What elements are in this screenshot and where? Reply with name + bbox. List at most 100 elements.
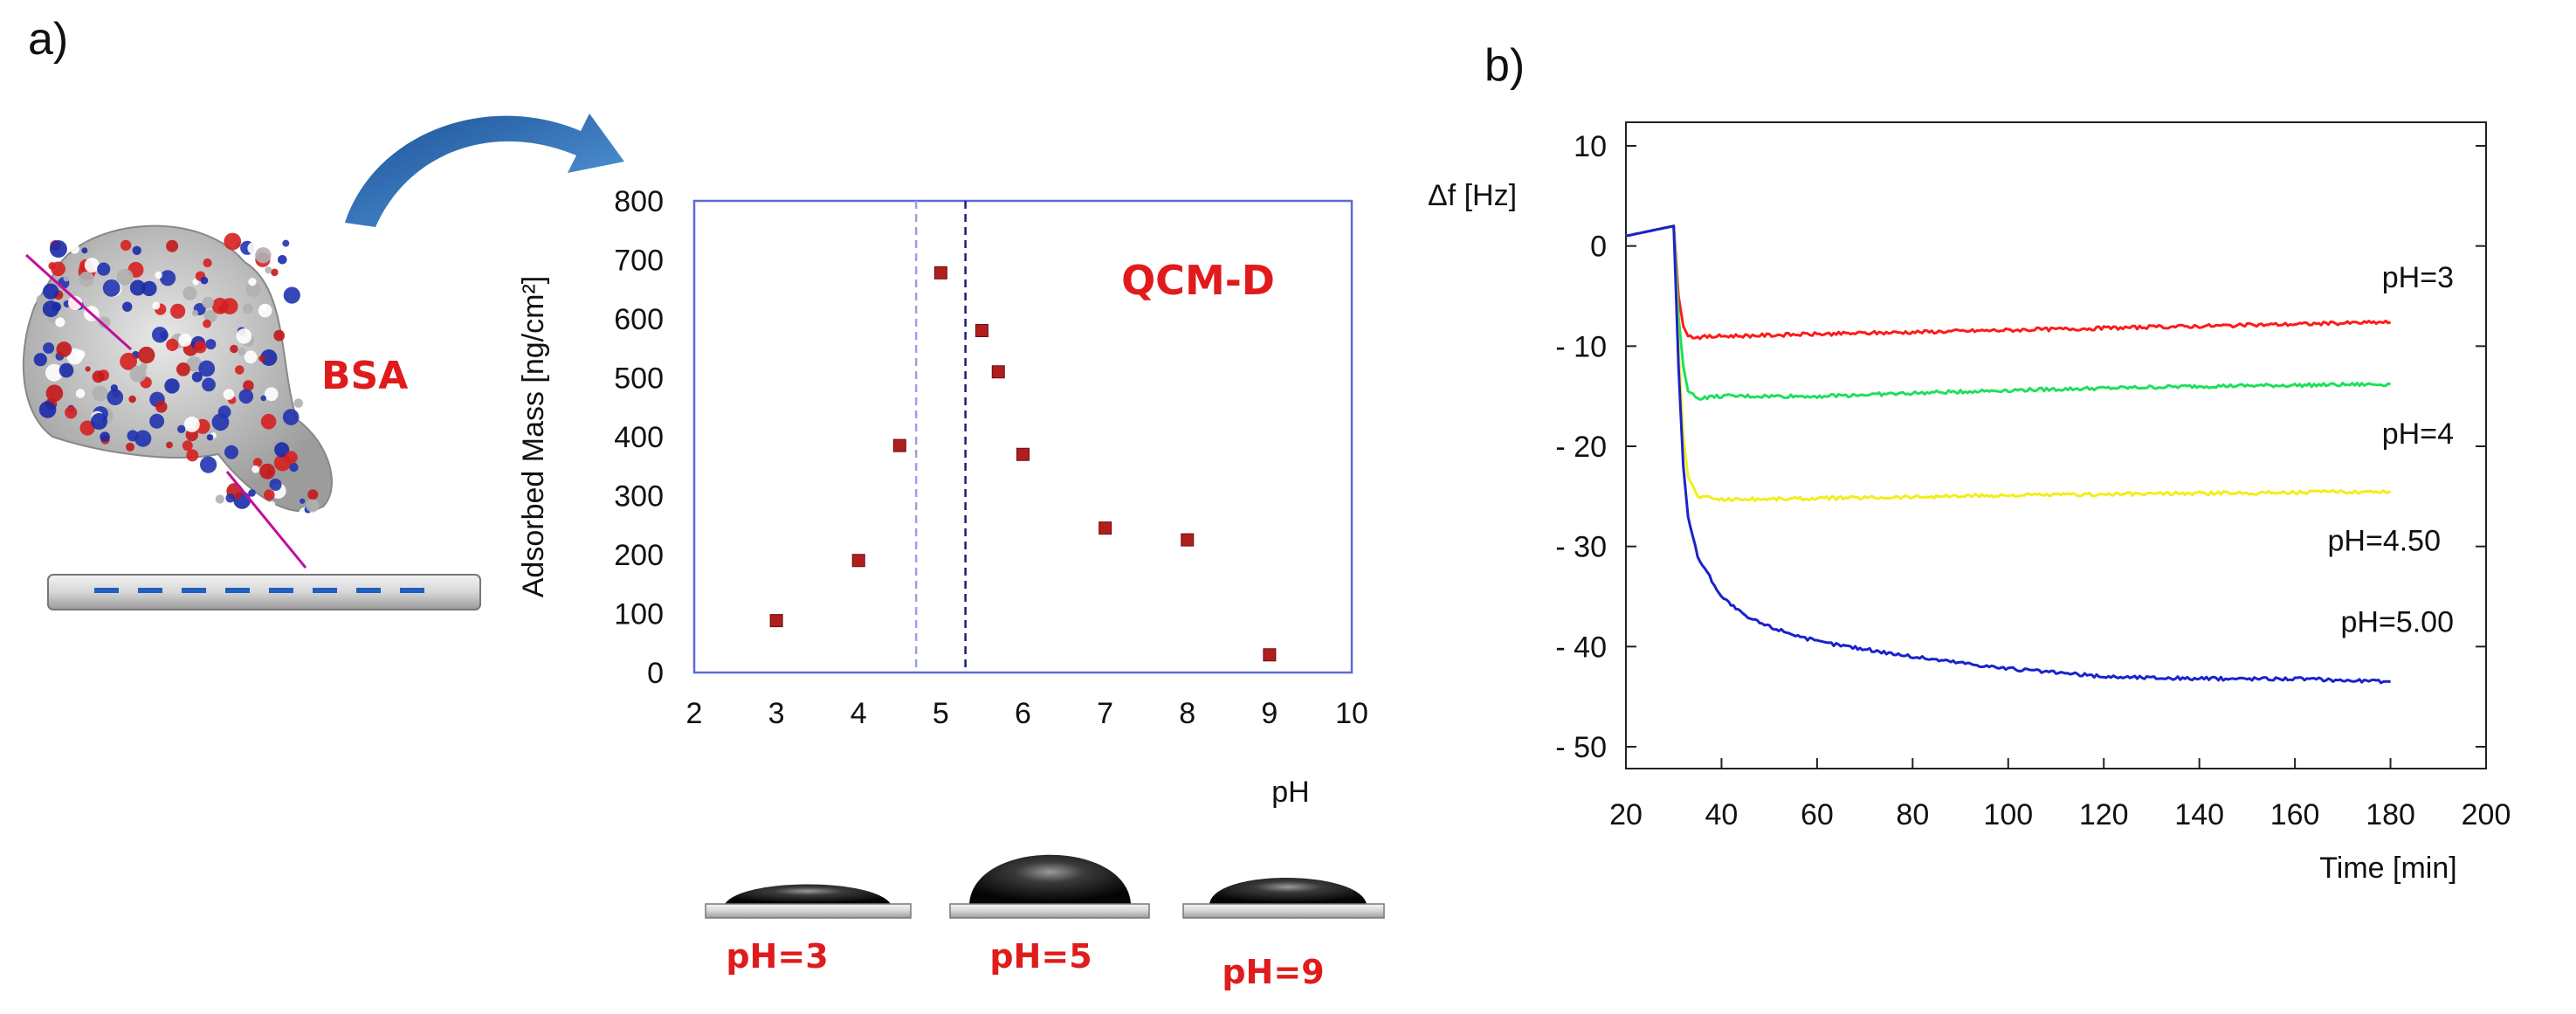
protein-surface-dot (264, 387, 279, 402)
protein-surface-dot (45, 384, 64, 403)
protein-surface-dot (200, 456, 217, 473)
protein-surface-dot (185, 428, 198, 442)
protein-surface-dot (248, 278, 257, 286)
line-series-pH5_00 (1625, 224, 2391, 685)
line-x-tick-label: 200 (2462, 798, 2511, 831)
bsa-label: BSA (321, 354, 408, 398)
protein-surface-dot (258, 303, 272, 318)
line-y-tick-label: 0 (1590, 231, 1607, 264)
scatter-y-tick-label: 600 (614, 303, 664, 336)
protein-surface-dot (84, 258, 100, 273)
scatter-title: QCM-D (1121, 257, 1275, 304)
protein-surface-dot (43, 342, 55, 354)
droplet-ph3 (705, 884, 912, 919)
protein-surface-dot (221, 298, 238, 314)
protein-surface-dot (264, 489, 275, 500)
protein-surface-dot (183, 286, 197, 300)
scatter-y-tick-label: 100 (614, 598, 664, 631)
protein-surface-dot (200, 276, 209, 285)
protein-surface-dot (51, 261, 65, 277)
line-x-tick-label: 20 (1609, 798, 1643, 831)
protein-surface-dot (225, 493, 236, 503)
protein-surface-dot (215, 494, 224, 504)
protein-surface-dot (141, 280, 157, 297)
protein-surface-dot (244, 350, 258, 364)
protein-surface-dot (186, 356, 203, 372)
protein-surface-dot (260, 395, 267, 402)
protein-surface-dot (274, 442, 290, 458)
contact-angle-label-ph5: pH=5 (989, 937, 1092, 976)
scatter-point (769, 614, 783, 628)
line-series-pH4_50 (1625, 224, 2392, 502)
scatter-plot-frame (692, 199, 1353, 674)
protein-surface-dot (268, 500, 276, 509)
scatter-point (892, 438, 906, 452)
protein-surface-dot (217, 405, 231, 419)
protein-surface-dot (236, 328, 252, 344)
protein-surface-dot (198, 360, 216, 377)
protein-surface-dot (260, 349, 278, 366)
protein-surface-dot (300, 498, 306, 504)
protein-surface-dot (306, 499, 320, 513)
scatter-point (933, 266, 947, 279)
protein-surface-dot (116, 268, 134, 286)
protein-surface-dot (271, 268, 279, 277)
protein-surface-dot (166, 338, 179, 351)
protein-surface-dot (245, 281, 261, 297)
scatter-x-tick-label: 6 (1015, 697, 1031, 730)
substrate-plate (47, 574, 481, 610)
scatter-x-tick-label: 8 (1179, 697, 1195, 730)
line-series-label: pH=4 (2382, 417, 2454, 451)
protein-surface-dot (110, 384, 118, 392)
protein-surface-dot (238, 389, 254, 404)
protein-surface-dot (91, 413, 107, 430)
protein-surface-dot (258, 355, 265, 362)
scatter-y-tick-label: 700 (614, 245, 664, 278)
protein-surface-dot (152, 327, 169, 343)
protein-surface-dot (293, 398, 304, 408)
protein-surface-dot (235, 365, 245, 375)
protein-surface-dot (75, 389, 86, 398)
protein-surface-dot (92, 385, 108, 402)
protein-surface-dot (92, 370, 105, 383)
protein-surface-dot (259, 463, 276, 479)
line-y-tick-label: - 50 (1555, 731, 1607, 764)
protein-surface-dot (102, 279, 121, 297)
scatter-x-tick-label: 9 (1261, 697, 1278, 730)
protein-surface-dot (238, 348, 246, 356)
protein-surface-dot (70, 244, 79, 254)
scatter-point (991, 365, 1005, 379)
line-series-label: pH=4.50 (2328, 525, 2442, 558)
line-x-tick-label: 40 (1705, 798, 1739, 831)
line-y-tick-label: - 30 (1555, 531, 1607, 564)
curved-arrow-icon (345, 114, 624, 227)
protein-surface-dot (205, 339, 217, 350)
line-x-tick-label: 120 (2079, 798, 2129, 831)
protein-surface-dot (278, 255, 287, 265)
scatter-y-tick-label: 300 (614, 480, 664, 514)
protein-surface-dot (107, 389, 124, 406)
scatter-point (975, 324, 988, 337)
protein-surface-dot (224, 445, 238, 459)
protein-surface-dot (67, 427, 79, 439)
protein-surface-dot (170, 303, 186, 319)
line-y-axis-title: Δf [Hz] (1428, 179, 1517, 212)
scatter-point (1016, 447, 1030, 461)
protein-surface-dot (177, 424, 186, 433)
protein-surface-dot (155, 271, 162, 279)
scatter-x-tick-label: 2 (686, 697, 703, 730)
line-y-tick-label: - 40 (1555, 631, 1607, 664)
protein-surface-dot (252, 458, 263, 467)
protein-surface-dot (230, 344, 238, 354)
protein-surface-dot (194, 341, 207, 354)
protein-surface-dot (65, 406, 78, 419)
protein-surface-dot (265, 266, 272, 274)
line-series-label: pH=3 (2382, 261, 2454, 294)
protein-surface-dot (203, 309, 217, 323)
protein-surface-dot (192, 279, 199, 286)
protein-surface-dot (43, 283, 59, 300)
protein-surface-dot (191, 371, 203, 383)
protein-surface-dot (79, 271, 94, 287)
protein-surface-dot (84, 242, 92, 249)
